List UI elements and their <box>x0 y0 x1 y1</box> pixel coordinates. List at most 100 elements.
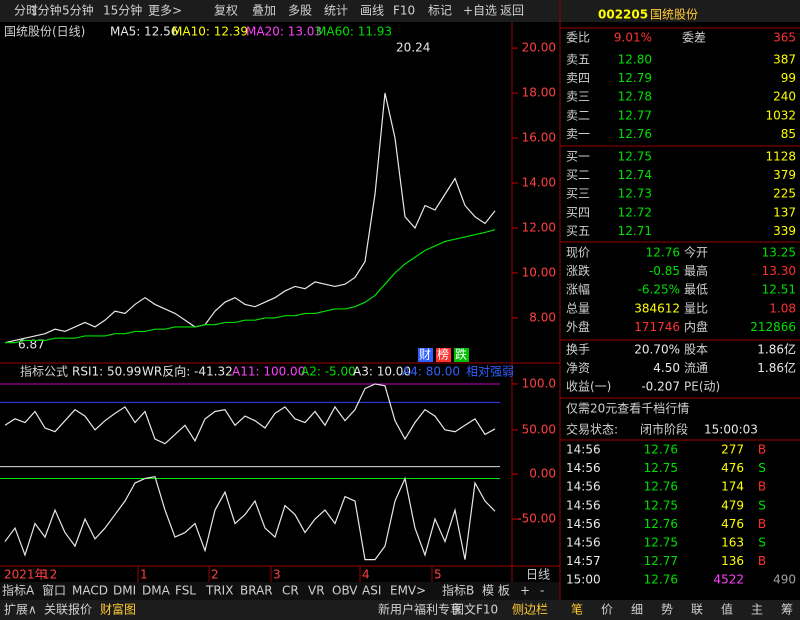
book-volume: 387 <box>773 53 796 67</box>
legend-item: MA10: 12.39 <box>172 25 248 39</box>
book-price: 12.79 <box>618 71 652 85</box>
tick-volume: 277 <box>721 443 744 457</box>
tab[interactable]: 指标A <box>2 583 35 598</box>
y-tick-label: 10.00 <box>522 265 556 279</box>
menu-item[interactable]: 统计 <box>324 4 348 18</box>
stat-label: PE(动) <box>684 380 720 394</box>
status-item[interactable]: 关联报价 <box>44 602 92 617</box>
stock-code: 002205 <box>598 8 648 22</box>
menu-item[interactable]: 更多> <box>148 4 182 18</box>
tab[interactable]: TRIX <box>205 584 233 598</box>
indicator-label: 相对强弱 <box>466 365 514 379</box>
tab[interactable]: FSL <box>175 584 196 598</box>
menu-item[interactable]: 叠加 <box>252 4 276 18</box>
status-item[interactable]: 财富图 <box>100 602 136 617</box>
trade-state: 闭市阶段 <box>640 422 688 437</box>
menu-item[interactable]: 分时 <box>14 4 38 18</box>
status-item[interactable]: 扩展∧ <box>4 603 37 617</box>
book-price: 12.75 <box>618 150 652 164</box>
tab[interactable]: 窗口 <box>42 584 66 598</box>
menu-item[interactable]: 返回 <box>500 4 524 18</box>
tab[interactable]: DMA <box>142 584 171 598</box>
tick-price: 12.77 <box>644 554 678 568</box>
book-volume: 225 <box>773 187 796 201</box>
side-tab[interactable]: 筹 <box>781 603 793 617</box>
stat-value: 20.70% <box>634 343 680 357</box>
book-price: 12.74 <box>618 168 652 182</box>
menu-item[interactable]: +自选 <box>463 4 497 18</box>
menu-item[interactable]: 1分钟 <box>30 3 62 18</box>
stat-label: 量比 <box>684 301 708 315</box>
status-item[interactable]: 侧边栏 <box>512 602 548 617</box>
side-tab[interactable]: 联 <box>691 603 703 617</box>
stat-value: 1.86亿 <box>757 360 796 375</box>
indicator-label: 指标公式 <box>20 364 68 379</box>
indicator-label: A4: 80.00 <box>402 365 460 379</box>
stat-value: 384612 <box>634 301 680 315</box>
stat-label: 换手 <box>566 343 590 357</box>
tab[interactable]: - <box>540 584 544 598</box>
tab[interactable]: + <box>520 584 530 598</box>
tab[interactable]: MACD <box>72 584 108 598</box>
status-bar <box>0 600 800 620</box>
menu-item[interactable]: 标记 <box>428 4 452 18</box>
menu-item[interactable]: 5分钟 <box>62 3 94 18</box>
y-tick-label: 100.0 <box>522 376 556 390</box>
tab[interactable]: VR <box>308 584 325 598</box>
book-label: 卖二 <box>566 108 590 122</box>
tab[interactable]: > <box>416 584 426 598</box>
stat-label: 流通 <box>684 361 708 375</box>
side-tab[interactable]: 主 <box>751 603 763 617</box>
book-label: 卖一 <box>566 127 590 141</box>
tab[interactable]: EMV <box>390 584 417 598</box>
menu-item[interactable]: 画线 <box>360 4 384 18</box>
book-price: 12.76 <box>618 127 652 141</box>
tab[interactable]: BRAR <box>240 584 273 598</box>
book-volume: 1128 <box>765 150 796 164</box>
status-item[interactable]: 图文F10 <box>452 602 498 617</box>
book-price: 12.80 <box>618 53 652 67</box>
tab[interactable]: OBV <box>332 584 358 598</box>
book-volume: 240 <box>773 90 796 104</box>
book-label: 买五 <box>566 224 590 238</box>
promo[interactable]: 仅需20元查看千档行情 <box>566 402 689 416</box>
tick-volume: 163 <box>721 536 744 550</box>
tick-volume: 479 <box>721 498 744 512</box>
side-tab[interactable]: 值 <box>721 602 733 617</box>
side-tab[interactable]: 笔 <box>571 602 583 617</box>
tab[interactable]: CR <box>282 584 299 598</box>
book-volume: 99 <box>781 71 796 85</box>
stock-name: 国统股份 <box>650 8 698 22</box>
status-item[interactable]: 新用户福利专享 <box>378 602 462 617</box>
menu-item[interactable]: F10 <box>393 4 415 18</box>
stat-value: 12.51 <box>762 283 796 297</box>
tab[interactable]: 模 板 <box>482 584 510 598</box>
menu-item[interactable]: 复权 <box>214 4 238 18</box>
stat-value: 13.25 <box>762 246 796 260</box>
y-tick-label: 0.00 <box>529 467 556 481</box>
tab[interactable]: DMI <box>113 584 136 598</box>
tab[interactable]: 日线 <box>526 568 550 582</box>
date-label: 12 <box>42 568 57 582</box>
date-label: 1 <box>140 568 148 582</box>
indicator-label: A2: -5.00 <box>301 365 356 379</box>
book-label: 买二 <box>566 168 590 182</box>
tick-time: 15:00 <box>566 573 601 587</box>
tab[interactable]: ASI <box>362 584 381 598</box>
menu-item[interactable]: 多股 <box>288 4 312 18</box>
side-tab[interactable]: 价 <box>601 603 613 617</box>
tick-time: 14:57 <box>566 554 601 568</box>
menu-item[interactable]: 15分钟 <box>103 3 142 18</box>
badge-bg <box>454 348 469 362</box>
side-tab[interactable]: 势 <box>661 603 673 617</box>
legend-item: 国统股份(日线) <box>4 25 85 39</box>
side-tab[interactable]: 细 <box>631 603 643 617</box>
book-price: 12.72 <box>618 205 652 219</box>
tick-price: 12.75 <box>644 498 678 512</box>
stat-value: -0.207 <box>641 380 680 394</box>
tick-side: B <box>758 480 766 494</box>
tab[interactable]: 指标B <box>442 583 474 598</box>
tick-side: 490 <box>773 573 796 587</box>
book-label: 卖五 <box>566 53 590 67</box>
